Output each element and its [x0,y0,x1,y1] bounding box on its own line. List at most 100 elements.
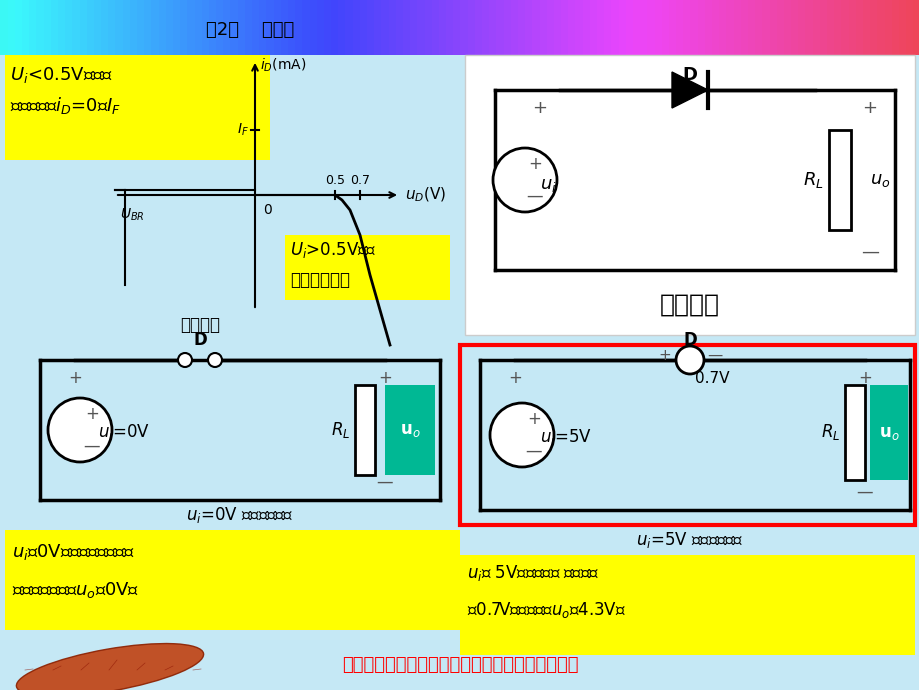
Bar [800,0,801,55]
Bar [808,0,809,55]
Bar [510,0,512,55]
Bar [812,0,813,55]
Bar [426,0,427,55]
Bar [161,0,162,55]
Bar [11,0,12,55]
Bar [424,0,425,55]
Bar [724,0,725,55]
Text: +: + [862,99,877,117]
Bar [755,0,756,55]
Bar [353,0,354,55]
Bar [245,0,246,55]
Bar [249,0,250,55]
Bar [141,0,142,55]
Bar [845,0,846,55]
Bar [228,0,229,55]
Bar [148,0,149,55]
Bar [202,0,203,55]
Bar [416,0,417,55]
Bar [58,0,59,55]
Bar [901,0,902,55]
Bar [781,0,782,55]
Bar [422,0,423,55]
Bar [165,0,167,55]
Bar [67,0,68,55]
Bar [130,0,131,55]
Bar [358,0,359,55]
Bar [505,0,506,55]
Bar [137,0,138,55]
Bar [917,0,918,55]
Bar [112,0,113,55]
Bar [669,0,670,55]
Bar [676,0,677,55]
Bar [732,0,733,55]
Bar [73,0,74,55]
Bar [389,0,390,55]
Bar [347,0,348,55]
Bar [665,0,666,55]
Bar [802,0,803,55]
Text: +: + [528,155,541,173]
Text: u$_o$: u$_o$ [878,424,898,442]
Bar [15,0,16,55]
Bar [855,0,857,55]
Bar [524,0,525,55]
Bar [83,0,84,55]
Bar [252,0,253,55]
Bar [240,0,241,55]
Bar [51,0,52,55]
Bar [129,0,130,55]
Bar [881,0,882,55]
Bar [414,0,415,55]
Bar [395,0,397,55]
Bar [77,0,78,55]
Bar [907,0,908,55]
Bar [606,0,607,55]
Bar [273,0,274,55]
Bar [605,0,606,55]
Bar [0,0,1,55]
Bar [226,0,227,55]
Bar [76,0,77,55]
Bar [49,0,50,55]
Bar [757,0,758,55]
Bar [650,0,651,55]
Bar [448,0,449,55]
Bar [354,0,355,55]
Bar [173,0,174,55]
Bar [499,0,501,55]
Bar [735,0,736,55]
Bar [142,0,144,55]
Bar [563,0,564,55]
Bar [280,0,282,55]
Bar [552,0,553,55]
Bar [587,0,588,55]
Bar [302,0,303,55]
Bar [379,0,380,55]
Bar [474,0,475,55]
Text: D: D [683,331,696,349]
Bar [154,0,156,55]
Bar [581,0,582,55]
Bar [194,0,195,55]
Bar [463,0,464,55]
Bar [366,0,367,55]
Bar [195,0,196,55]
Bar [417,0,418,55]
Bar [528,0,529,55]
Bar [320,0,321,55]
Bar [338,0,340,55]
Bar [893,0,894,55]
Bar [390,0,391,55]
Bar [729,0,731,55]
Bar [609,0,610,55]
Bar [628,0,629,55]
Bar [192,0,193,55]
Bar [101,0,102,55]
Bar [614,0,616,55]
Bar [197,0,198,55]
Bar [157,0,158,55]
Bar [549,0,550,55]
Text: +: + [527,410,540,428]
